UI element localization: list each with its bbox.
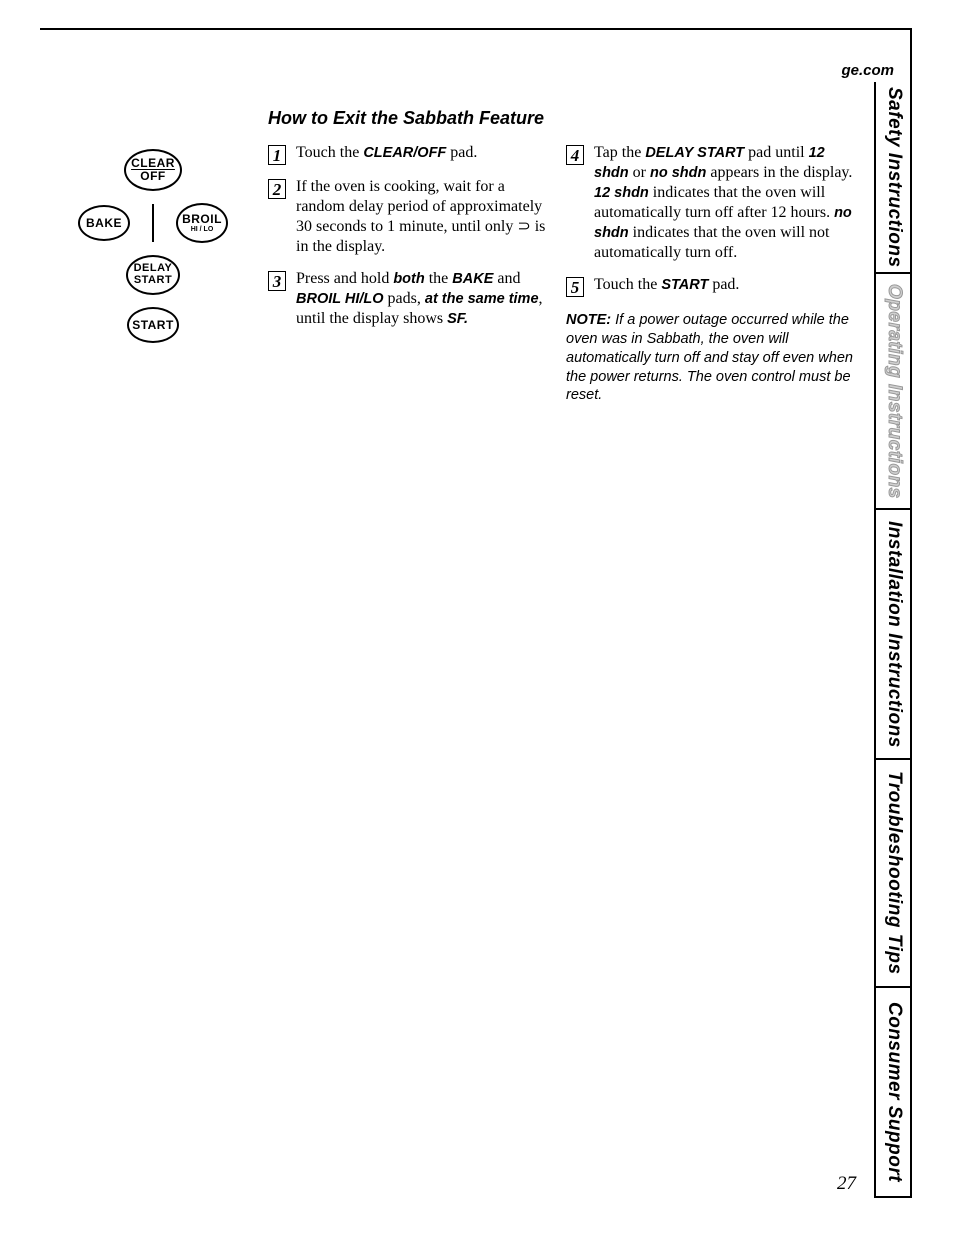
side-tab: Installation Instructions: [874, 510, 912, 760]
side-tab: Operating Instructions: [874, 274, 912, 510]
side-tab: Troubleshooting Tips: [874, 760, 912, 988]
step: 3 Press and hold both the BAKE and BROIL …: [268, 269, 548, 329]
step-text: Tap the DELAY START pad until 12 shdn or…: [594, 143, 856, 263]
side-tab-label: Troubleshooting Tips: [883, 771, 905, 975]
step: 1 Touch the CLEAR/OFF pad.: [268, 143, 548, 165]
step-text: If the oven is cooking, wait for a rando…: [296, 177, 548, 257]
step-number: 1: [268, 145, 286, 165]
side-tab-label: Consumer Support: [883, 1002, 905, 1182]
off-label: OFF: [140, 170, 166, 183]
delay-start-button: DELAY START: [126, 255, 180, 295]
columns: CLEAR OFF BAKE BROIL HI / LO DELAY START: [58, 143, 858, 405]
control-panel-illustration: CLEAR OFF BAKE BROIL HI / LO DELAY START: [58, 143, 250, 405]
start-button: START: [127, 307, 179, 343]
note: NOTE: If a power outage occurred while t…: [566, 311, 856, 405]
divider-line: [152, 204, 154, 242]
panel: CLEAR OFF BAKE BROIL HI / LO DELAY START: [58, 143, 248, 349]
step: 2 If the oven is cooking, wait for a rand…: [268, 177, 548, 257]
step-text: Touch the START pad.: [594, 275, 739, 295]
step-number: 2: [268, 179, 286, 199]
step: 4 Tap the DELAY START pad until 12 shdn o…: [566, 143, 856, 263]
side-tab-label: Safety Instructions: [883, 87, 905, 268]
side-tab: Safety Instructions: [874, 82, 912, 274]
bake-button: BAKE: [78, 205, 130, 241]
section-title: How to Exit the Sabbath Feature: [268, 108, 858, 129]
step-text: Touch the CLEAR/OFF pad.: [296, 143, 477, 163]
step-number: 4: [566, 145, 584, 165]
main-content: How to Exit the Sabbath Feature CLEAR OF…: [58, 108, 858, 405]
broil-button: BROIL HI / LO: [176, 203, 228, 243]
header-site-link: ge.com: [841, 62, 894, 79]
steps-right-column: 4 Tap the DELAY START pad until 12 shdn o…: [566, 143, 856, 405]
side-tab: Consumer Support: [874, 988, 912, 1198]
step-number: 5: [566, 277, 584, 297]
steps-left-column: 1 Touch the CLEAR/OFF pad. 2 If the oven is…: [268, 143, 548, 405]
clear-off-button: CLEAR OFF: [124, 149, 182, 191]
step-text: Press and hold both the BAKE and BROIL H…: [296, 269, 548, 329]
step: 5 Touch the START pad.: [566, 275, 856, 297]
page-number: 27: [837, 1173, 856, 1195]
bake-broil-row: BAKE BROIL HI / LO: [78, 203, 228, 243]
step-number: 3: [268, 271, 286, 291]
side-tab-label: Operating Instructions: [883, 284, 905, 499]
side-tabs: Safety Instructions Operating Instruction…: [874, 82, 912, 1198]
side-tab-label: Installation Instructions: [883, 521, 905, 748]
note-label: NOTE:: [566, 312, 611, 328]
